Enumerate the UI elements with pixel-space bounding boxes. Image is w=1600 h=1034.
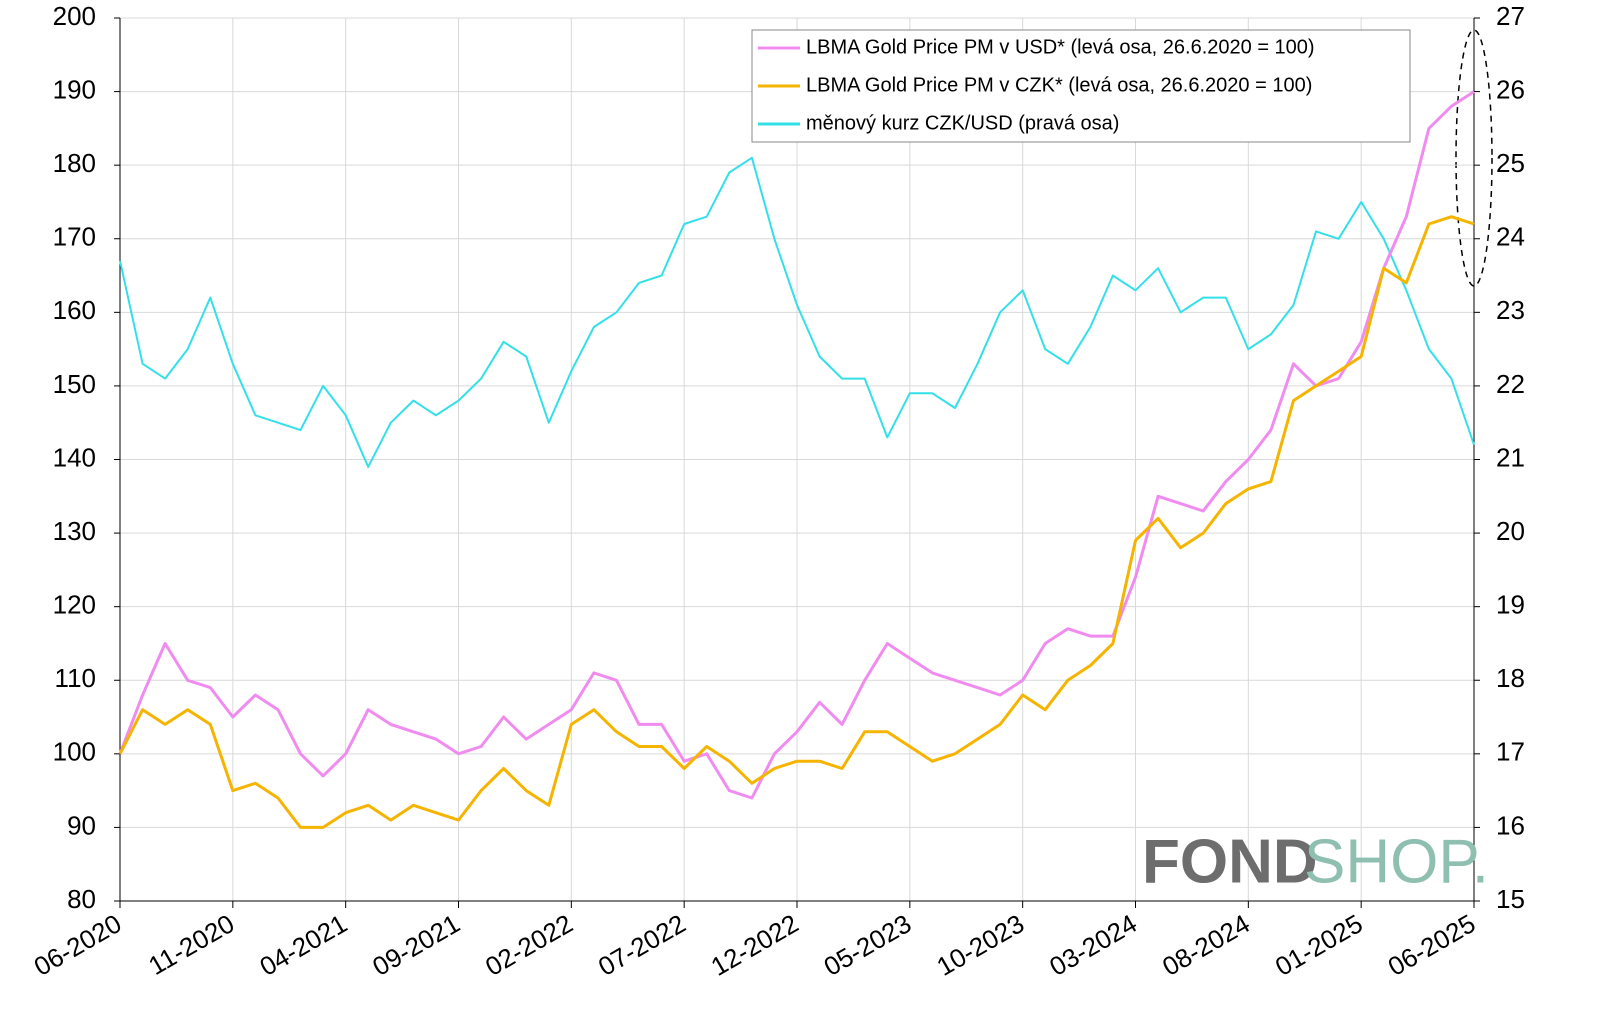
grid	[119, 17, 1475, 902]
y-tick-label: 90	[67, 810, 96, 840]
x-tick-label: 07-2022	[593, 908, 691, 982]
x-tick-label: 12-2022	[706, 908, 804, 982]
y2-tick-label: 23	[1496, 295, 1525, 325]
x-tick-label: 11-2020	[143, 908, 239, 981]
legend-box	[751, 29, 1411, 143]
highlight-ellipse	[1455, 29, 1493, 287]
y2-tick-label: 22	[1496, 369, 1525, 399]
x-tick-label: 02-2022	[480, 908, 578, 982]
x-tick-label: 01-2025	[1270, 908, 1368, 982]
y-tick-label: 150	[53, 369, 96, 399]
y2-tick-label: 15	[1496, 884, 1525, 914]
y-tick-label: 120	[53, 590, 96, 620]
y2-tick-label: 16	[1496, 810, 1525, 840]
y2-tick-label: 17	[1496, 737, 1525, 767]
y-tick-label: 130	[53, 516, 96, 546]
y2-tick-label: 25	[1496, 148, 1525, 178]
y2-tick-label: 21	[1496, 442, 1525, 472]
y-tick-label: 170	[53, 222, 96, 252]
x-tick-label: 05-2023	[819, 908, 917, 982]
y-tick-label: 190	[53, 74, 96, 104]
x-tick-label: 08-2024	[1157, 908, 1255, 982]
legend-label: měnový kurz CZK/USD (pravá osa)	[806, 112, 1119, 134]
y-tick-label: 110	[55, 663, 96, 693]
logo-shop: SHOP.	[1304, 827, 1489, 896]
y-tick-label: 200	[53, 1, 96, 31]
legend-label: LBMA Gold Price PM v USD* (levá osa, 26.…	[806, 36, 1315, 58]
y2-tick-label: 18	[1496, 663, 1525, 693]
series-line	[119, 156, 1475, 468]
logo-fond: FOND	[1142, 827, 1318, 896]
y-tick-label: 100	[53, 737, 96, 767]
series-line	[118, 215, 1475, 829]
series-line	[118, 90, 1475, 800]
y-tick-label: 180	[53, 148, 96, 178]
x-tick-label: 06-2025	[1383, 908, 1481, 982]
y2-tick-label: 20	[1496, 516, 1525, 546]
x-tick-label: 06-2020	[29, 908, 127, 982]
x-tick-label: 09-2021	[367, 908, 465, 982]
y2-tick-label: 27	[1496, 1, 1525, 31]
y2-tick-label: 26	[1496, 74, 1525, 104]
y-tick-label: 140	[53, 442, 96, 472]
legend-label: LBMA Gold Price PM v CZK* (levá osa, 26.…	[806, 74, 1312, 96]
y-tick-label: 80	[67, 884, 96, 914]
y-tick-label: 160	[53, 295, 96, 325]
y2-tick-label: 19	[1496, 590, 1525, 620]
y2-tick-label: 24	[1496, 222, 1525, 252]
x-tick-label: 04-2021	[254, 908, 352, 982]
x-tick-label: 03-2024	[1044, 908, 1142, 982]
x-tick-label: 10-2023	[931, 908, 1029, 982]
